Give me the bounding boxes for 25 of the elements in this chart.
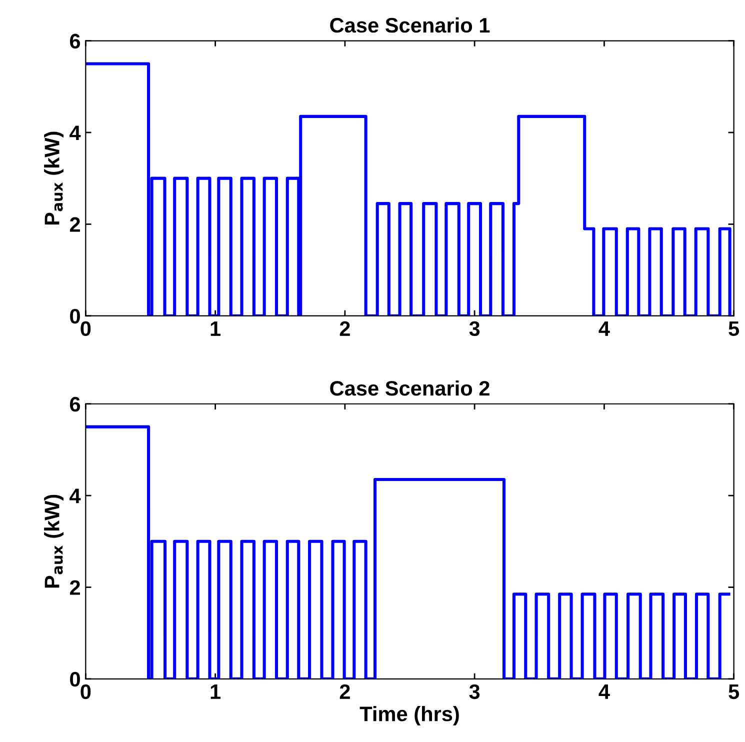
y-tick-label: 2 (70, 580, 80, 595)
x-tick-label: 1 (210, 321, 221, 336)
x-tick-label: 3 (469, 321, 480, 336)
y-axis-title: P$_{aux}$ (kW) (44, 132, 64, 225)
x-tick-label: 1 (210, 684, 221, 699)
y-tick-label: 0 (70, 308, 80, 324)
x-tick-label: 3 (469, 684, 480, 700)
x-axis-title: Time (hrs) (360, 706, 459, 726)
y-tick-label: 6 (70, 34, 80, 49)
x-tick-label: 5 (728, 321, 740, 336)
y-tick-label: 0 (70, 672, 80, 687)
x-tick-label: 4 (598, 684, 610, 699)
y-tick-label: 2 (70, 217, 80, 232)
y-tick-label: 4 (70, 126, 81, 140)
x-tick-label: 4 (598, 321, 610, 336)
y-tick-label: 6 (70, 396, 80, 412)
y-tick-label: 4 (70, 488, 81, 504)
x-tick-label: 0 (80, 321, 91, 336)
x-tick-label: 2 (340, 684, 350, 699)
x-tick-label: 0 (80, 684, 91, 700)
chart-title: Case Scenario 1 (330, 17, 490, 33)
x-tick-label: 2 (340, 321, 350, 336)
x-tick-label: 5 (728, 684, 740, 700)
chart-title: Case Scenario 2 (330, 380, 490, 396)
y-axis-title: P$_{aux}$ (kW) (44, 494, 64, 588)
